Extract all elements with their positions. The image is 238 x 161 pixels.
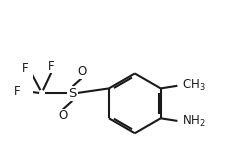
Text: CH$_3$: CH$_3$ [182,78,205,93]
Text: F: F [22,62,28,75]
Text: O: O [58,109,67,122]
Text: S: S [68,87,77,100]
Text: NH$_2$: NH$_2$ [182,114,206,129]
Text: F: F [48,60,55,73]
Text: O: O [77,65,87,78]
Text: F: F [14,85,20,98]
